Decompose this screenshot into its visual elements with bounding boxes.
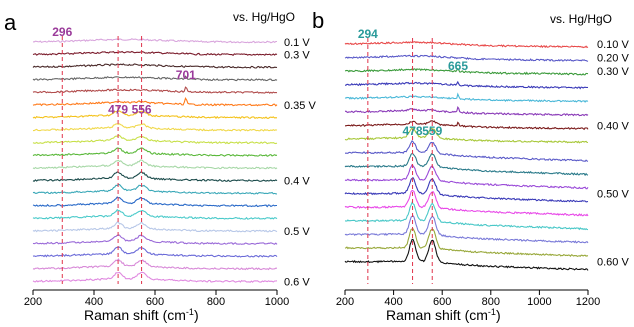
spectrum-line — [32, 50, 278, 57]
peak-label: 294 — [358, 27, 378, 41]
spectrum-line — [344, 92, 589, 103]
peak-label: 665 — [448, 59, 468, 73]
panel-a-label: a — [4, 10, 17, 35]
x-tick-label: 200 — [24, 296, 42, 308]
spectrum-line — [32, 159, 278, 170]
spectrum-line — [344, 176, 589, 203]
spectrum-line — [345, 140, 589, 163]
potential-label: 0.6 V — [284, 276, 310, 288]
potential-label: 0.1 V — [284, 37, 310, 49]
potential-label: 0.30 V — [597, 66, 629, 78]
spectrum-line — [32, 75, 278, 82]
peak-label: 296 — [52, 25, 72, 39]
spectrum-line — [32, 234, 278, 245]
spectrum-line — [344, 105, 589, 117]
peak-label: 556 — [132, 103, 152, 117]
spectrum-line — [32, 209, 278, 220]
potential-label: 0.10 V — [597, 39, 629, 51]
x-tick-label: 1200 — [576, 296, 600, 308]
potential-label: 0.35 V — [284, 100, 316, 112]
spectrum-line — [32, 184, 278, 195]
spectrum-line — [32, 271, 278, 283]
potential-label: 0.40 V — [597, 121, 629, 133]
x-tick-label: 800 — [207, 296, 225, 308]
x-tick-label: 400 — [384, 296, 402, 308]
x-tick-label: 1000 — [265, 296, 289, 308]
spectrum-line — [33, 123, 278, 132]
potential-label: 0.3 V — [284, 50, 310, 62]
potential-label: 0.20 V — [597, 53, 629, 65]
panel-b: b vs. Hg/HgO 294 665 478 559 0.10 V 0.20 V0.3… — [312, 8, 629, 323]
spectrum-line — [32, 221, 278, 233]
panel-b-label: b — [312, 8, 324, 33]
spectrum-line — [32, 97, 278, 107]
potential-label: 0.50 V — [597, 189, 629, 201]
spectrum-line — [344, 54, 589, 62]
spectrum-line — [32, 86, 278, 94]
spectrum-line — [344, 189, 589, 217]
x-tick-label: 600 — [146, 296, 164, 308]
peak-label: 479 — [108, 103, 128, 117]
spectrum-line — [345, 201, 589, 231]
potential-label: 0.5 V — [284, 226, 310, 238]
x-tick-label: 400 — [85, 296, 103, 308]
panel-a-reference-label: vs. Hg/HgO — [233, 10, 295, 24]
peak-label: 478 — [403, 124, 423, 138]
panel-b-reference-label: vs. Hg/HgO — [550, 12, 612, 26]
panel-a-x-axis-title: Raman shift (cm-1) — [84, 307, 199, 323]
peak-label: 559 — [422, 124, 442, 138]
potential-label: 0.4 V — [284, 176, 310, 188]
spectrum-line — [32, 38, 277, 44]
spectrum-line — [344, 163, 589, 190]
spectrum-line — [32, 147, 278, 157]
x-tick-label: 1000 — [527, 296, 551, 308]
spectrum-line — [32, 196, 277, 208]
spectrum-line — [345, 80, 589, 90]
spectrum-line — [32, 134, 278, 145]
spectrum-line — [344, 215, 589, 244]
spectrum-line — [344, 228, 589, 258]
potential-label: 0.60 V — [597, 257, 629, 269]
spectrum-line — [32, 258, 277, 271]
spectrum-line — [32, 110, 278, 120]
spectrum-line — [32, 171, 278, 182]
panel-b-x-axis-title: Raman shift (cm-1) — [386, 307, 501, 323]
panel-a: a vs. Hg/HgO 296 701 479 556 0.1 V0.3 V 0.35 … — [4, 10, 316, 323]
peak-label: 701 — [176, 68, 196, 82]
spectrum-line — [344, 238, 589, 271]
spectrum-line — [344, 67, 589, 76]
x-tick-label: 600 — [433, 296, 451, 308]
x-tick-label: 800 — [482, 296, 500, 308]
spectrum-line — [344, 152, 589, 177]
spectrum-line — [32, 246, 278, 258]
spectrum-line — [344, 41, 589, 49]
x-tick-label: 200 — [336, 296, 354, 308]
spectrum-line — [344, 127, 589, 144]
spectrum-line — [32, 63, 278, 69]
spectrum-line — [345, 120, 589, 131]
